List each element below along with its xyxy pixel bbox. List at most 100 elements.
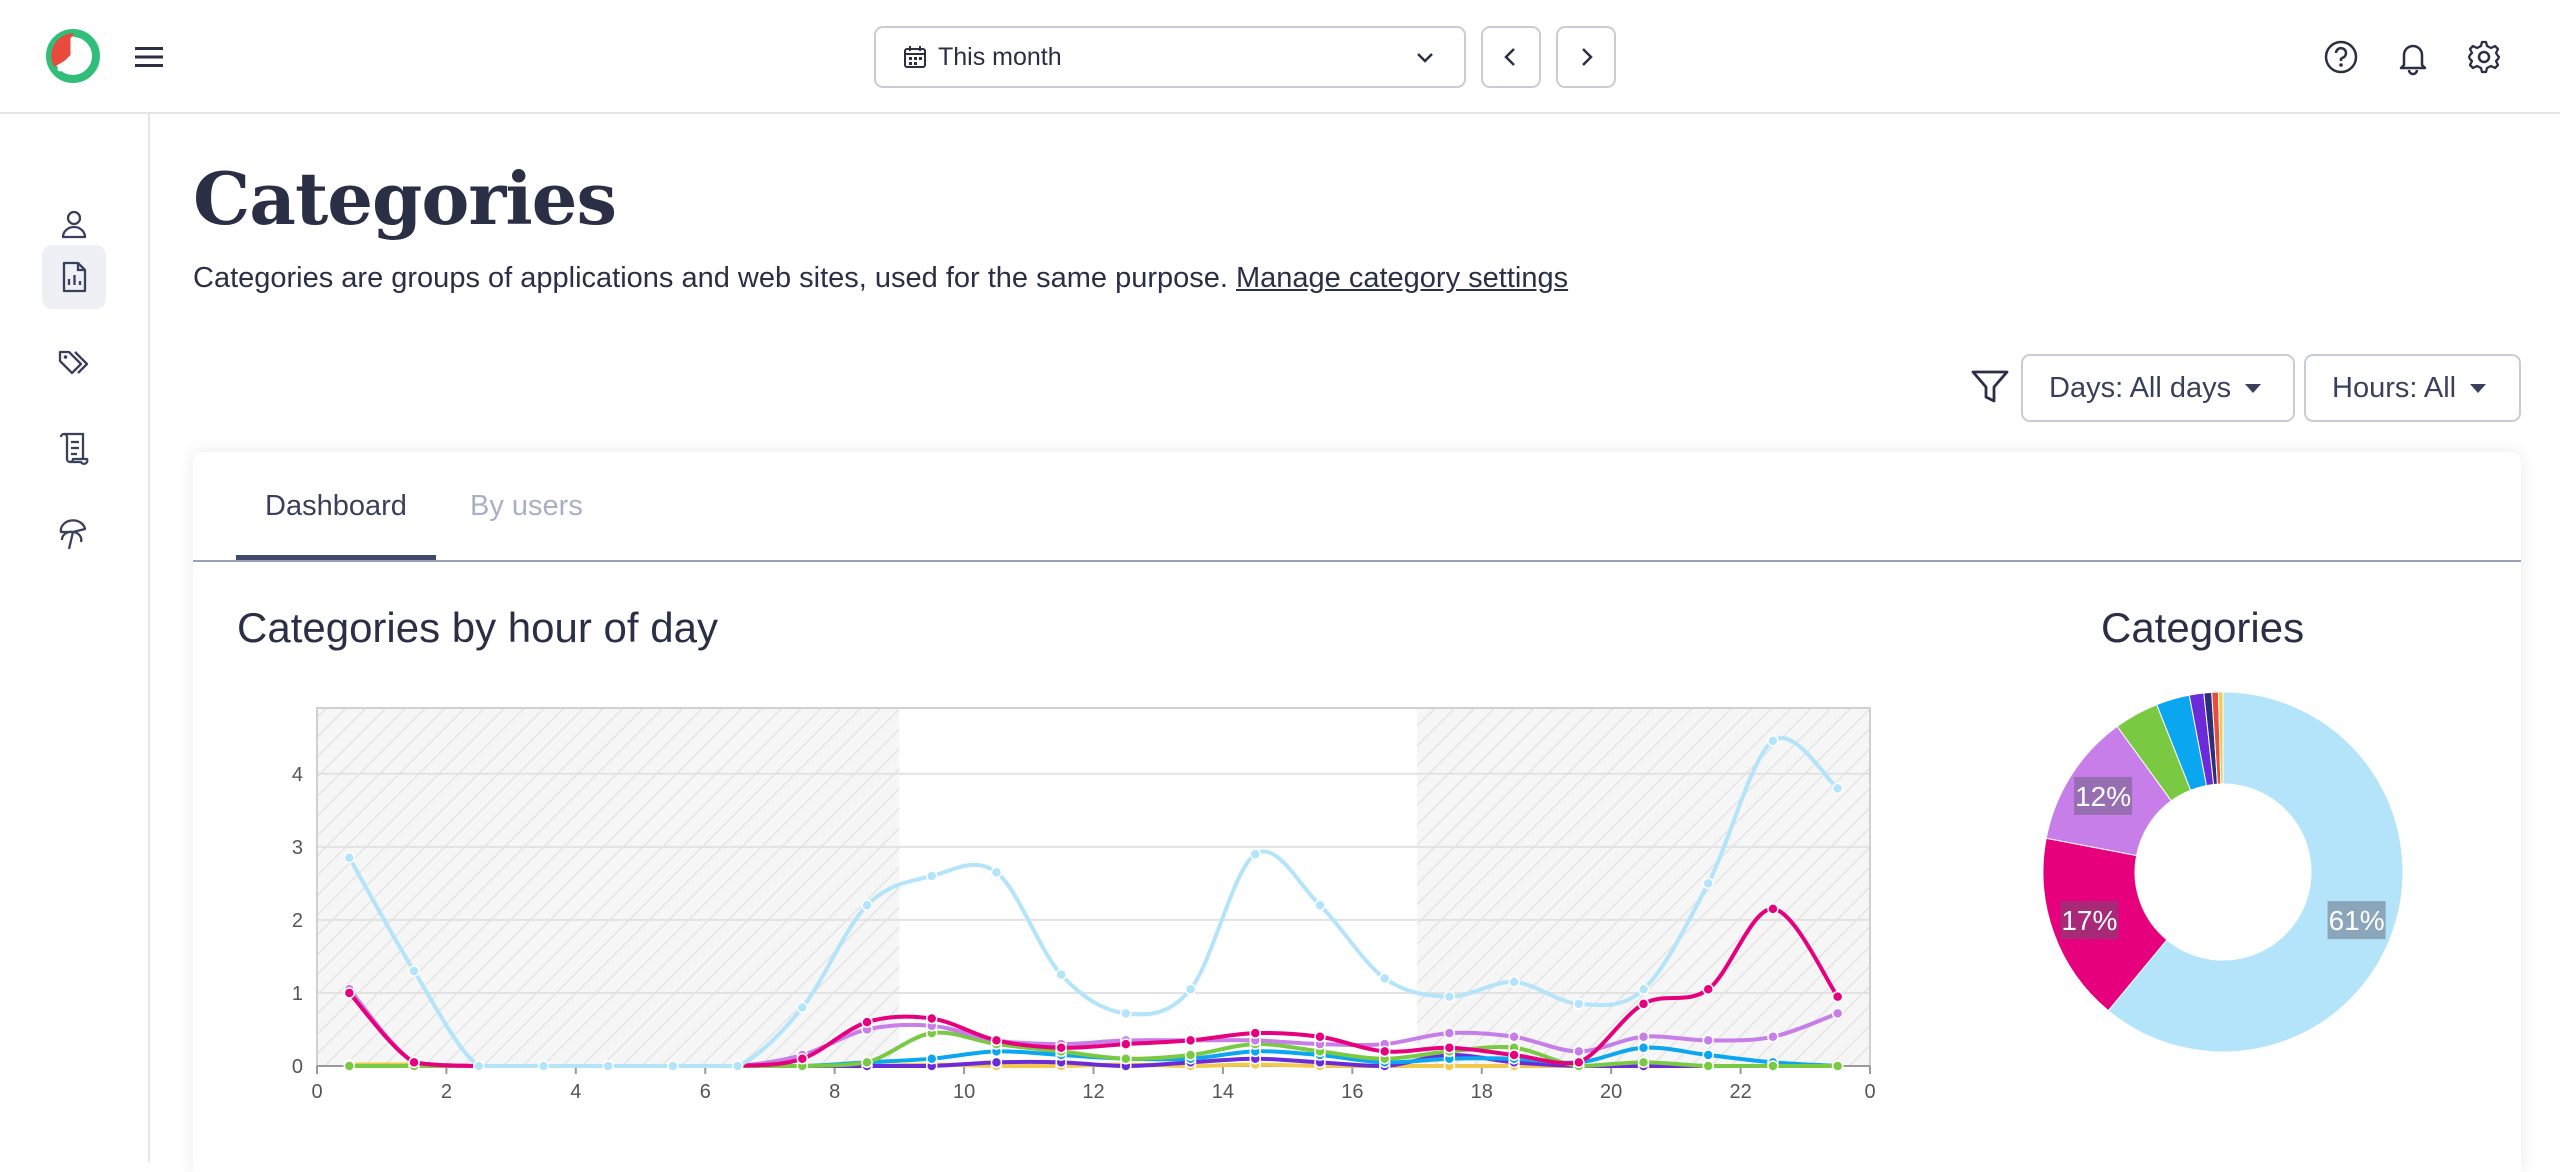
x-tick-label: 20 xyxy=(1600,1081,1622,1103)
data-point xyxy=(1249,1027,1262,1039)
pie-slice xyxy=(2217,691,2224,785)
report-icon xyxy=(62,261,87,293)
days-filter-dropdown[interactable]: Days: All days xyxy=(2021,354,2295,422)
tab-bar: Dashboard By users xyxy=(193,452,2521,562)
data-point xyxy=(1573,998,1585,1010)
data-point xyxy=(343,852,356,864)
chevron-left-icon xyxy=(1504,48,1515,66)
caret-down-icon xyxy=(2470,383,2487,393)
x-tick-label: 16 xyxy=(1341,1081,1363,1103)
data-point xyxy=(1573,1045,1585,1058)
data-point xyxy=(1443,1027,1456,1039)
data-point xyxy=(1767,903,1779,915)
caret-down-icon xyxy=(2245,383,2262,393)
x-tick-label: 6 xyxy=(700,1081,711,1103)
categories-donut-chart: 61% 17% 12% xyxy=(2042,691,2404,1053)
x-tick-label: 0 xyxy=(311,1081,322,1103)
x-tick-label: 18 xyxy=(1471,1081,1493,1103)
x-tick-label: 4 xyxy=(570,1081,581,1103)
slice-label-bg xyxy=(2074,776,2133,815)
sidebar-item-reports[interactable] xyxy=(42,245,106,309)
data-point xyxy=(1831,990,1844,1003)
data-point xyxy=(1249,848,1262,860)
data-point xyxy=(1184,983,1197,996)
data-point xyxy=(1702,1060,1714,1072)
slice-label: 12% xyxy=(2075,781,2131,812)
slice-label: 17% xyxy=(2061,905,2117,936)
next-period-button[interactable] xyxy=(1556,26,1616,88)
x-tick-label: 0 xyxy=(1864,1081,1875,1103)
data-point xyxy=(1055,968,1067,981)
tab-dashboard[interactable]: Dashboard xyxy=(265,490,407,522)
data-point xyxy=(861,899,873,912)
top-bar: This month xyxy=(0,0,2560,114)
data-point xyxy=(731,1060,744,1072)
data-point xyxy=(925,1012,938,1025)
chevron-right-icon xyxy=(1582,48,1593,66)
sidebar-item-logs[interactable] xyxy=(42,417,106,481)
y-tick-label: 0 xyxy=(292,1056,303,1078)
tab-by-users[interactable]: By users xyxy=(470,490,583,522)
hours-filter-label: Hours: All xyxy=(2332,371,2457,404)
data-point xyxy=(1637,998,1650,1010)
data-point xyxy=(1767,1031,1779,1043)
data-point xyxy=(1120,1038,1132,1050)
filter-icon[interactable] xyxy=(1969,366,2011,408)
help-icon[interactable] xyxy=(2322,38,2360,76)
data-point xyxy=(473,1060,485,1072)
page-title: Categories xyxy=(193,156,617,241)
data-point xyxy=(1637,1056,1650,1069)
data-point xyxy=(1831,782,1844,795)
data-point xyxy=(1831,1007,1844,1020)
data-point xyxy=(925,870,938,882)
data-point xyxy=(796,1052,809,1065)
dashboard-card: Dashboard By users Categories by hour of… xyxy=(193,452,2521,1172)
slice-label-bg xyxy=(2060,901,2119,940)
sidebar xyxy=(0,114,150,1162)
data-point xyxy=(408,1056,420,1069)
data-point xyxy=(990,1034,1003,1047)
x-tick-label: 8 xyxy=(829,1081,840,1103)
manage-category-settings-link[interactable]: Manage category settings xyxy=(1236,262,1569,294)
data-point xyxy=(1314,1031,1326,1043)
log-icon xyxy=(59,432,89,465)
x-tick-label: 14 xyxy=(1212,1081,1234,1103)
data-point xyxy=(861,1056,873,1069)
data-point xyxy=(408,965,420,977)
date-range-select[interactable]: This month xyxy=(874,26,1466,88)
app-logo[interactable] xyxy=(46,29,100,83)
calendar-icon xyxy=(904,46,926,68)
days-filter-label: Days: All days xyxy=(2049,371,2232,404)
sidebar-item-users[interactable] xyxy=(42,192,106,256)
data-point xyxy=(537,1060,550,1072)
sidebar-item-vacations[interactable] xyxy=(42,503,106,567)
series-line xyxy=(347,736,1839,1069)
data-point xyxy=(796,1001,809,1014)
gear-icon[interactable] xyxy=(2465,38,2503,76)
data-point xyxy=(1443,990,1456,1003)
off-hours-shade xyxy=(317,708,900,1066)
slice-label-bg xyxy=(2327,901,2386,940)
data-point xyxy=(1184,1049,1197,1061)
data-point xyxy=(1055,1041,1067,1054)
data-point xyxy=(861,1016,873,1028)
data-point xyxy=(925,1052,938,1065)
hours-filter-dropdown[interactable]: Hours: All xyxy=(2304,354,2521,422)
sidebar-item-tags[interactable] xyxy=(42,331,106,395)
bell-icon[interactable] xyxy=(2394,38,2432,76)
hamburger-icon[interactable] xyxy=(133,43,165,71)
previous-period-button[interactable] xyxy=(1481,26,1541,88)
data-point xyxy=(343,987,356,999)
slice-label: 61% xyxy=(2329,905,2385,936)
pie-slice xyxy=(2107,691,2404,1053)
pie-chart-title: Categories xyxy=(2101,604,2305,651)
data-point xyxy=(1767,735,1779,747)
data-point xyxy=(1314,899,1326,912)
data-point xyxy=(1120,1052,1132,1065)
page-description: Categories are groups of applications an… xyxy=(193,262,1568,295)
x-tick-label: 10 xyxy=(953,1081,975,1103)
data-point xyxy=(1443,1041,1456,1054)
data-point xyxy=(990,1056,1003,1069)
data-point xyxy=(1184,1034,1197,1047)
